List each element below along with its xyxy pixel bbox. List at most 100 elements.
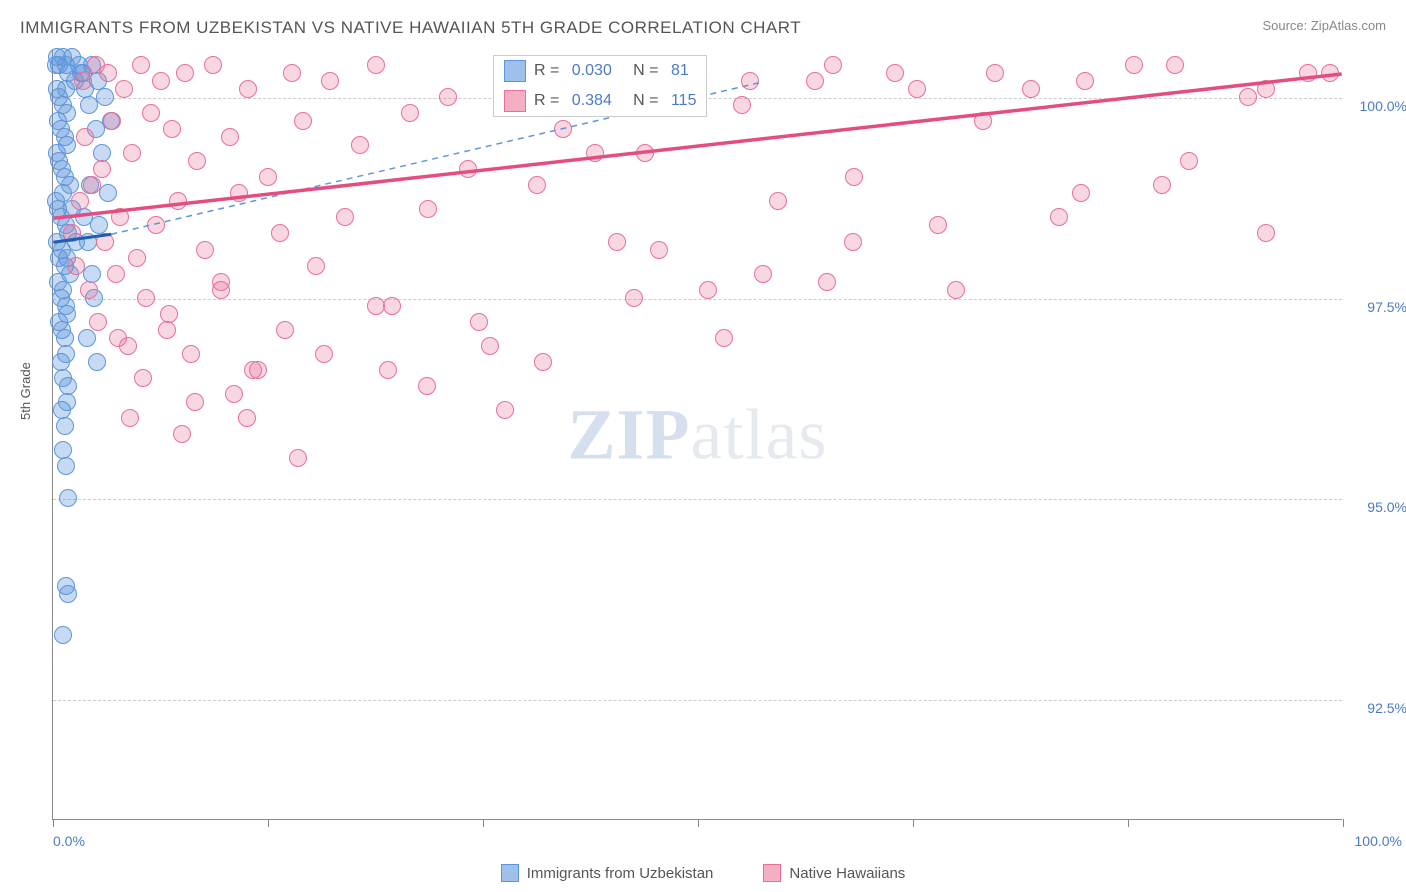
legend-swatch bbox=[501, 864, 519, 882]
scatter-point bbox=[289, 449, 307, 467]
scatter-point bbox=[57, 80, 75, 98]
scatter-point bbox=[294, 112, 312, 130]
legend-bottom: Immigrants from Uzbekistan Native Hawaiia… bbox=[0, 864, 1406, 882]
scatter-point bbox=[470, 313, 488, 331]
scatter-point bbox=[88, 353, 106, 371]
legend-swatch bbox=[504, 60, 526, 82]
scatter-point bbox=[383, 297, 401, 315]
scatter-point bbox=[908, 80, 926, 98]
scatter-point bbox=[188, 152, 206, 170]
y-tick-label: 97.5% bbox=[1367, 299, 1406, 315]
scatter-point bbox=[176, 64, 194, 82]
scatter-point bbox=[769, 192, 787, 210]
scatter-point bbox=[844, 233, 862, 251]
scatter-point bbox=[58, 305, 76, 323]
scatter-point bbox=[244, 361, 262, 379]
scatter-point bbox=[1299, 64, 1317, 82]
scatter-point bbox=[824, 56, 842, 74]
scatter-point bbox=[147, 216, 165, 234]
legend-n-label: N = bbox=[620, 92, 663, 110]
scatter-point bbox=[59, 489, 77, 507]
legend-top-row: R = 0.384 N = 115 bbox=[494, 86, 706, 116]
legend-correlation-box: R = 0.030 N = 81R = 0.384 N = 115 bbox=[493, 55, 707, 117]
scatter-point bbox=[315, 345, 333, 363]
x-tick bbox=[53, 819, 54, 827]
scatter-point bbox=[121, 409, 139, 427]
y-tick-label: 92.5% bbox=[1367, 700, 1406, 716]
scatter-point bbox=[123, 144, 141, 162]
scatter-point bbox=[128, 249, 146, 267]
chart-title: IMMIGRANTS FROM UZBEKISTAN VS NATIVE HAW… bbox=[20, 18, 801, 38]
scatter-point bbox=[89, 313, 107, 331]
scatter-point bbox=[169, 192, 187, 210]
scatter-point bbox=[93, 160, 111, 178]
legend-r-label: R = bbox=[534, 92, 564, 110]
scatter-point bbox=[586, 144, 604, 162]
legend-r-label: R = bbox=[534, 62, 564, 80]
scatter-point bbox=[1072, 184, 1090, 202]
gridline-h bbox=[53, 700, 1342, 701]
scatter-point bbox=[379, 361, 397, 379]
scatter-point bbox=[221, 128, 239, 146]
scatter-point bbox=[59, 585, 77, 603]
scatter-point bbox=[528, 176, 546, 194]
legend-bottom-item: Immigrants from Uzbekistan bbox=[501, 864, 714, 882]
scatter-point bbox=[534, 353, 552, 371]
x-tick bbox=[483, 819, 484, 827]
scatter-point bbox=[699, 281, 717, 299]
legend-n-value: 115 bbox=[671, 92, 697, 110]
scatter-point bbox=[115, 80, 133, 98]
scatter-point bbox=[321, 72, 339, 90]
scatter-point bbox=[459, 160, 477, 178]
scatter-point bbox=[238, 409, 256, 427]
scatter-point bbox=[439, 88, 457, 106]
scatter-point bbox=[1076, 72, 1094, 90]
scatter-point bbox=[733, 96, 751, 114]
scatter-point bbox=[307, 257, 325, 275]
scatter-point bbox=[271, 224, 289, 242]
scatter-point bbox=[845, 168, 863, 186]
scatter-point bbox=[929, 216, 947, 234]
scatter-point bbox=[336, 208, 354, 226]
scatter-point bbox=[99, 184, 117, 202]
scatter-point bbox=[1022, 80, 1040, 98]
scatter-point bbox=[63, 224, 81, 242]
scatter-point bbox=[158, 321, 176, 339]
legend-bottom-item: Native Hawaiians bbox=[763, 864, 905, 882]
scatter-point bbox=[57, 345, 75, 363]
scatter-point bbox=[134, 369, 152, 387]
scatter-point bbox=[103, 112, 121, 130]
watermark-zip: ZIP bbox=[568, 394, 691, 474]
scatter-point bbox=[481, 337, 499, 355]
header: IMMIGRANTS FROM UZBEKISTAN VS NATIVE HAW… bbox=[0, 0, 1406, 46]
legend-bottom-label: Native Hawaiians bbox=[789, 865, 905, 882]
scatter-point bbox=[496, 401, 514, 419]
y-axis-label: 5th Grade bbox=[18, 362, 33, 420]
scatter-point bbox=[109, 329, 127, 347]
scatter-point bbox=[58, 393, 76, 411]
scatter-point bbox=[173, 425, 191, 443]
x-tick-label-right: 100.0% bbox=[1355, 833, 1402, 849]
scatter-point bbox=[96, 233, 114, 251]
scatter-point bbox=[1166, 56, 1184, 74]
legend-swatch bbox=[504, 90, 526, 112]
scatter-point bbox=[1257, 224, 1275, 242]
legend-swatch bbox=[763, 864, 781, 882]
y-tick-label: 100.0% bbox=[1360, 98, 1406, 114]
scatter-point bbox=[142, 104, 160, 122]
scatter-point bbox=[132, 56, 150, 74]
x-tick bbox=[1343, 819, 1344, 827]
x-tick bbox=[913, 819, 914, 827]
scatter-point bbox=[818, 273, 836, 291]
scatter-point bbox=[1321, 64, 1339, 82]
scatter-point bbox=[367, 56, 385, 74]
scatter-point bbox=[163, 120, 181, 138]
scatter-point bbox=[283, 64, 301, 82]
x-tick-label-left: 0.0% bbox=[53, 833, 85, 849]
scatter-point bbox=[715, 329, 733, 347]
scatter-point bbox=[947, 281, 965, 299]
scatter-point bbox=[99, 64, 117, 82]
scatter-point bbox=[886, 64, 904, 82]
legend-top-row: R = 0.030 N = 81 bbox=[494, 56, 706, 86]
scatter-point bbox=[625, 289, 643, 307]
